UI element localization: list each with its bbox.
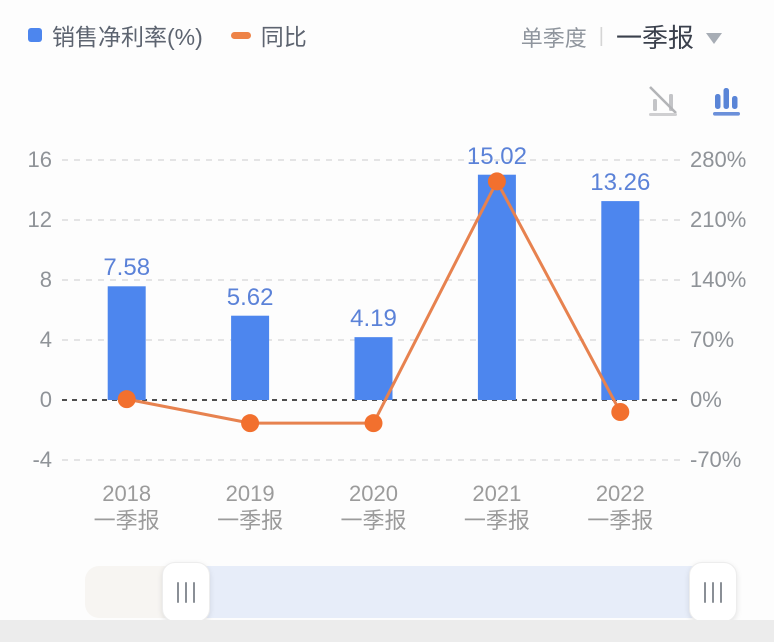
line-marker-2019[interactable] — [241, 414, 260, 433]
grip-line — [177, 581, 179, 603]
x-axis-label-2021: 2021 一季报 — [463, 481, 530, 533]
x-axis-label-2022: 2022 一季报 — [587, 481, 654, 533]
y-axis-right-tick: 140% — [690, 267, 747, 292]
period-group-label: 单季度 — [520, 25, 587, 51]
bar-value-label: 13.26 — [590, 169, 651, 197]
combo-chart: 16 12 8 4 0 -4 280% 210% 140% 70% 0% -70% 7.58 5.62 4.… — [27, 142, 747, 533]
bar-2018[interactable] — [107, 286, 146, 400]
line-marker-2018[interactable] — [117, 390, 136, 409]
y-axis-left-tick: 0 — [39, 387, 52, 412]
line-chart-icon[interactable] — [646, 84, 680, 118]
bar-value-label: 4.19 — [350, 305, 397, 333]
chart-type-toolbar — [646, 82, 744, 118]
y-axis-right-tick: 70% — [690, 327, 735, 352]
bar-value-label: 5.62 — [226, 283, 274, 311]
bar-series-swatch-icon — [28, 28, 42, 42]
legend-label: 同比 — [260, 24, 307, 50]
grip-line — [193, 581, 195, 603]
bar-2020[interactable] — [354, 337, 393, 400]
plot-canvas — [62, 159, 682, 461]
y-axis-right-tick: -70% — [690, 447, 742, 472]
y-axis-left-tick: -4 — [32, 447, 52, 472]
chevron-down-icon — [706, 32, 722, 44]
bar-2022[interactable] — [601, 201, 640, 400]
period-selector[interactable]: 单季度 | 一季报 — [521, 18, 722, 55]
grip-line — [720, 581, 722, 603]
bar-value-label: 7.58 — [103, 254, 151, 282]
y-axis-right-tick: 0% — [690, 387, 722, 412]
legend-item-yoy[interactable]: 同比 — [230, 18, 307, 52]
legend-item-net-profit-margin[interactable]: 销售净利率(%) — [28, 18, 203, 52]
legend-label: 销售净利率(%) — [52, 24, 203, 50]
x-axis-label-2018: 2018 一季报 — [93, 481, 160, 533]
y-axis-left-tick: 4 — [39, 327, 52, 352]
x-axis-label-2020: 2020 一季报 — [340, 481, 407, 533]
line-marker-2022[interactable] — [611, 403, 630, 421]
y-axis-left-tick: 12 — [27, 207, 52, 232]
grip-line — [704, 581, 706, 603]
bar-2019[interactable] — [231, 315, 270, 400]
y-axis-right-tick: 210% — [690, 207, 747, 232]
chart-header: 销售净利率(%) 同比 单季度 | 一季报 — [28, 18, 750, 55]
data-zoom-slider[interactable] — [85, 562, 737, 622]
data-zoom-track — [85, 566, 712, 618]
line-series-swatch-icon — [230, 31, 251, 39]
bar-value-label: 15.02 — [466, 142, 527, 170]
y-axis-right-tick: 280% — [690, 147, 747, 172]
chart-legend: 销售净利率(%) 同比 — [28, 18, 307, 52]
background-strip — [0, 620, 774, 642]
data-zoom-left-handle[interactable] — [162, 562, 210, 622]
y-axis-left-tick: 16 — [27, 147, 52, 172]
grip-line — [185, 581, 187, 603]
data-zoom-right-handle[interactable] — [689, 562, 737, 622]
period-selected-label: 一季报 — [615, 23, 694, 53]
y-axis-left-tick: 8 — [39, 267, 52, 292]
bar-2021[interactable] — [477, 174, 516, 400]
data-zoom-selected-region — [185, 566, 712, 618]
bar-chart-icon[interactable] — [708, 82, 744, 118]
grip-line — [712, 581, 714, 603]
x-axis-label-2019: 2019 一季报 — [217, 481, 284, 533]
period-separator: | — [598, 25, 604, 47]
line-marker-2020[interactable] — [364, 414, 383, 433]
line-marker-2021[interactable] — [487, 172, 506, 191]
